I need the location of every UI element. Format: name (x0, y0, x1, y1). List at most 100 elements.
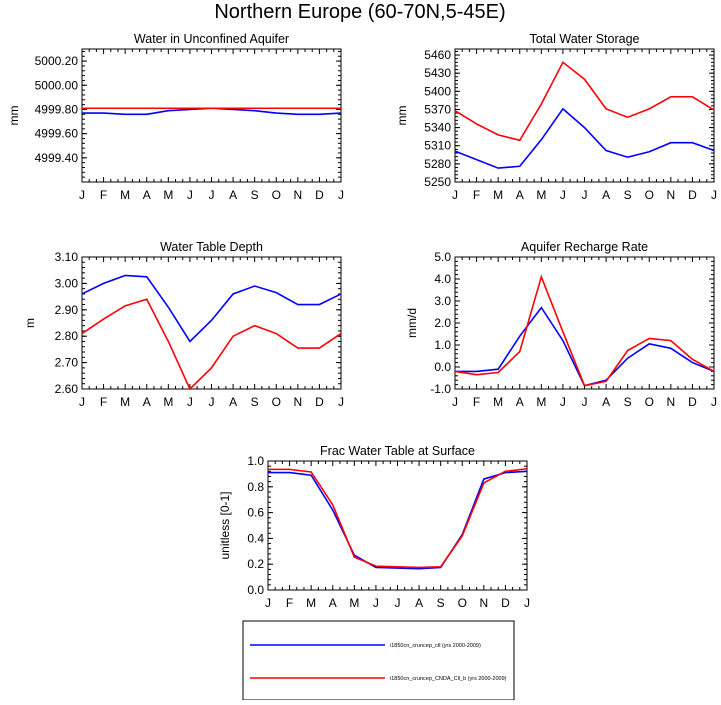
y-tick-label: 4999.80 (35, 102, 79, 116)
x-tick-label: F (473, 188, 480, 202)
y-tick-label: 5000.00 (35, 78, 79, 92)
x-tick-label: J (395, 596, 401, 610)
y-tick-label: 5310 (424, 139, 451, 153)
series-line-cnda (454, 61, 715, 142)
chart-title: Water in Unconfined Aquifer (134, 32, 289, 46)
y-tick-label: 5280 (424, 157, 451, 171)
x-tick-label: J (373, 596, 379, 610)
y-tick-label: 3.10 (55, 250, 79, 264)
series-line-ctl (82, 107, 342, 116)
panel-frac-water-table-surface: Frac Water Table at Surface unitless [0-1… (218, 444, 530, 610)
chart-title: Frac Water Table at Surface (320, 444, 475, 458)
x-tick-label: J (79, 188, 85, 202)
x-tick-label: J (524, 596, 530, 610)
x-tick-label: A (602, 395, 610, 409)
x-tick-label: M (349, 596, 359, 610)
y-tick-label: 0.0 (434, 360, 451, 374)
series-line-ctl (455, 306, 715, 387)
x-tick-label: S (251, 395, 259, 409)
y-tick-label: 5.0 (434, 250, 451, 264)
y-tick-label: 5370 (424, 102, 451, 116)
y-axis-label: mm (7, 106, 21, 126)
chart-title: Water Table Depth (160, 240, 263, 254)
x-tick-label: J (582, 188, 588, 202)
x-tick-label: J (711, 395, 717, 409)
x-tick-label: M (120, 395, 130, 409)
x-tick-label: A (415, 596, 423, 610)
series-line-ctl (268, 470, 528, 570)
x-tick-label: J (452, 395, 458, 409)
x-tick-label: J (452, 188, 458, 202)
legend-label-ctl: i1850cn_cruncep_ctl (yrs 2000-2009) (390, 643, 481, 649)
x-tick-label: D (315, 188, 324, 202)
x-tick-label: D (688, 395, 697, 409)
series-line-ctl (81, 274, 342, 343)
x-tick-label: O (458, 596, 467, 610)
x-tick-label: M (536, 395, 546, 409)
y-tick-label: 0.6 (247, 506, 264, 520)
x-tick-label: J (338, 395, 344, 409)
x-tick-label: D (315, 395, 324, 409)
chart-title: Total Water Storage (529, 32, 639, 46)
x-tick-label: J (209, 395, 215, 409)
y-tick-label: 3.00 (55, 276, 79, 290)
x-tick-label: J (582, 395, 588, 409)
x-tick-label: M (306, 596, 316, 610)
x-tick-label: M (493, 188, 503, 202)
y-tick-label: 2.70 (55, 356, 79, 370)
y-tick-label: 5340 (424, 121, 451, 135)
x-tick-label: N (666, 188, 675, 202)
chart-title: Aquifer Recharge Rate (521, 240, 648, 254)
y-tick-label: 2.80 (55, 329, 79, 343)
y-tick-label: -1.0 (430, 382, 451, 396)
x-tick-label: N (666, 395, 675, 409)
x-tick-label: S (437, 596, 445, 610)
y-tick-label: 5400 (424, 84, 451, 98)
x-tick-label: N (479, 596, 488, 610)
y-tick-label: 5430 (424, 66, 451, 80)
x-tick-label: O (645, 188, 654, 202)
x-tick-label: M (536, 188, 546, 202)
x-tick-label: S (624, 395, 632, 409)
series-line-cnda (81, 298, 342, 391)
x-tick-label: A (229, 188, 237, 202)
plot-frame (454, 48, 715, 183)
x-tick-label: A (329, 596, 337, 610)
x-tick-label: J (265, 596, 271, 610)
x-tick-label: A (516, 188, 524, 202)
x-tick-label: A (602, 188, 610, 202)
y-axis-label: unitless [0-1] (218, 491, 232, 559)
y-tick-label: 0.0 (247, 583, 264, 597)
x-tick-label: A (143, 188, 151, 202)
x-tick-label: J (187, 188, 193, 202)
plot-frame (81, 48, 342, 183)
x-tick-label: M (493, 395, 503, 409)
x-tick-label: A (143, 395, 151, 409)
y-tick-label: 0.8 (247, 480, 264, 494)
y-tick-label: 4.0 (434, 272, 451, 286)
y-tick-label: 2.90 (55, 303, 79, 317)
x-tick-label: S (624, 188, 632, 202)
x-tick-label: O (272, 395, 281, 409)
x-tick-label: F (473, 395, 480, 409)
y-tick-label: 1.0 (247, 454, 264, 468)
y-tick-label: 2.0 (434, 316, 451, 330)
x-tick-label: F (100, 395, 107, 409)
legend-box (242, 620, 515, 701)
y-tick-label: 0.2 (247, 557, 264, 571)
x-tick-label: A (516, 395, 524, 409)
y-tick-label: 2.60 (55, 382, 79, 396)
x-tick-label: F (286, 596, 293, 610)
x-tick-label: J (560, 395, 566, 409)
x-tick-label: D (688, 188, 697, 202)
x-tick-label: N (293, 395, 302, 409)
x-tick-label: N (293, 188, 302, 202)
x-tick-label: O (645, 395, 654, 409)
x-tick-label: M (120, 188, 130, 202)
x-tick-label: F (100, 188, 107, 202)
y-axis-label: m (23, 318, 37, 328)
series-line-ctl (454, 107, 715, 169)
